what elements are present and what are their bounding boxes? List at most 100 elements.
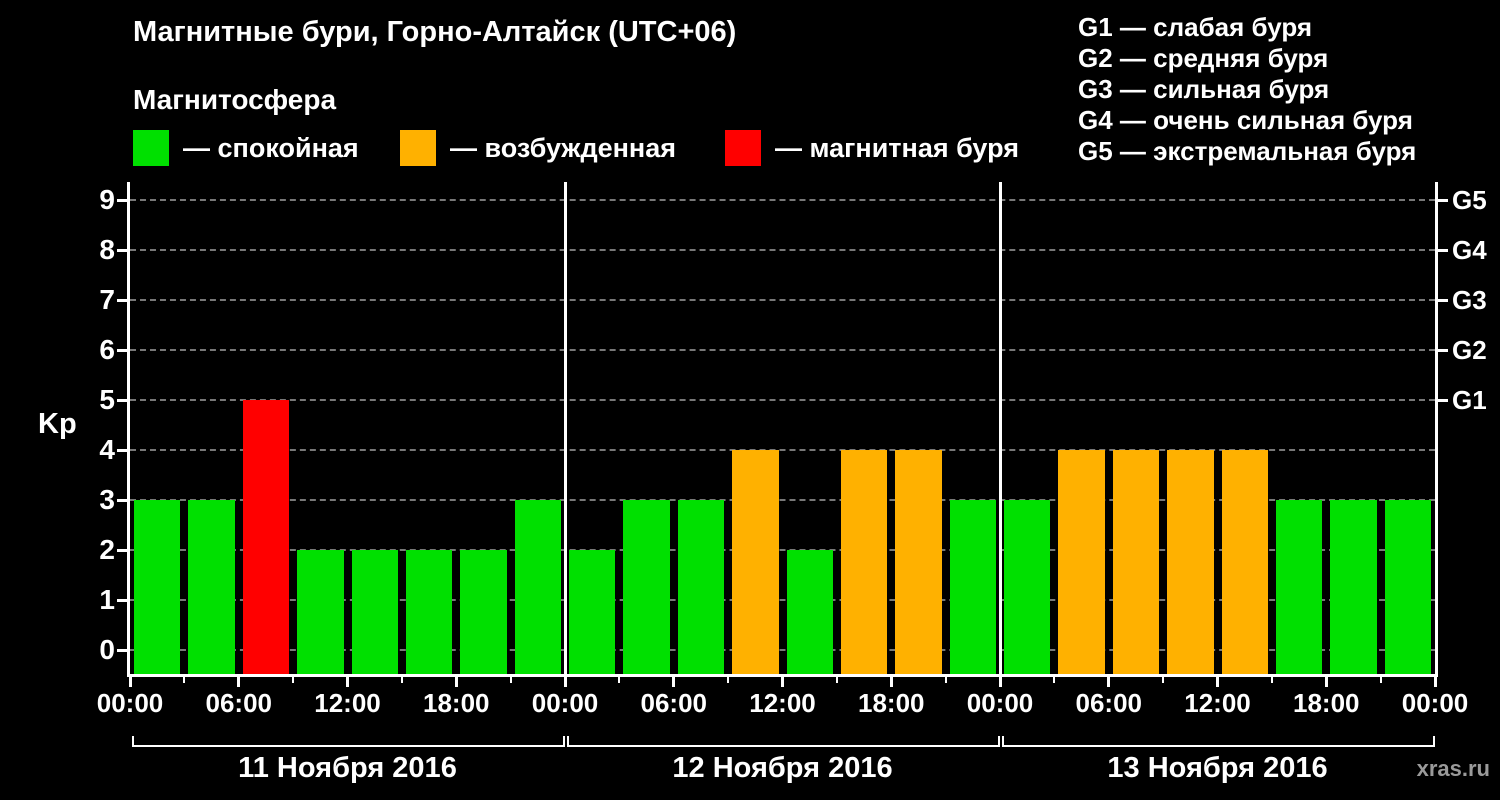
- y-tick: [117, 648, 127, 652]
- kp-bar: [1330, 500, 1377, 674]
- kp-bar: [460, 550, 507, 674]
- x-minor-tick: [1270, 677, 1273, 683]
- y-tick: [117, 298, 127, 302]
- x-minor-tick: [292, 677, 295, 683]
- x-tick: [237, 677, 241, 687]
- y-tick: [117, 498, 127, 502]
- y-tick-label: 6: [99, 334, 115, 365]
- kp-bar: [1384, 500, 1431, 674]
- g-tick: [1438, 298, 1448, 302]
- gridline: [130, 299, 1435, 301]
- x-tick: [1107, 677, 1111, 687]
- x-tick: [781, 677, 784, 687]
- y-tick-label: 8: [99, 234, 115, 265]
- x-minor-tick: [727, 677, 730, 683]
- kp-bar: [895, 450, 942, 674]
- legend-color-swatch: [400, 130, 436, 166]
- right-axis-line: [1435, 182, 1438, 677]
- g-legend-line: G4 — очень сильная буря: [1078, 105, 1413, 135]
- date-label: 12 Ноября 2016: [672, 752, 893, 784]
- x-tick-label: 18:00: [423, 688, 490, 718]
- kp-bar: [677, 500, 725, 674]
- g-tick-label: G5: [1452, 185, 1487, 215]
- gridline: [130, 249, 1435, 251]
- x-tick: [672, 677, 676, 687]
- gridline: [130, 349, 1435, 351]
- g-tick: [1438, 348, 1448, 352]
- kp-bar: [1112, 450, 1160, 674]
- x-tick: [998, 677, 1002, 687]
- gridline: [130, 199, 1435, 201]
- kp-bar: [1004, 500, 1051, 674]
- x-minor-tick: [509, 677, 512, 683]
- kp-bar: [297, 550, 344, 674]
- kp-bar: [1058, 450, 1105, 674]
- x-tick-label: 12:00: [1184, 688, 1251, 718]
- y-tick: [117, 248, 127, 252]
- x-tick-label: 00:00: [96, 688, 164, 718]
- date-bracket: [132, 736, 565, 747]
- x-tick-label: 00:00: [966, 688, 1034, 718]
- g-legend-line: G5 — экстремальная буря: [1078, 136, 1417, 166]
- kp-bar: [405, 550, 453, 674]
- kp-bar: [732, 450, 779, 674]
- y-tick-label: 9: [99, 184, 115, 215]
- gridline: [130, 649, 1435, 651]
- x-minor-tick: [618, 677, 621, 683]
- y-tick: [117, 548, 127, 552]
- x-minor-tick: [183, 677, 186, 683]
- gridline: [130, 399, 1435, 401]
- x-minor-tick: [944, 677, 947, 683]
- kp-bar: [949, 500, 996, 674]
- kp-bar: [840, 450, 888, 674]
- kp-bar: [623, 500, 670, 674]
- x-tick-label: 18:00: [858, 688, 925, 718]
- x-minor-tick: [1053, 677, 1056, 683]
- date-bracket: [1002, 736, 1435, 747]
- g-legend-line: G1 — слабая буря: [1078, 12, 1313, 42]
- x-tick-label: 12:00: [314, 688, 381, 718]
- x-minor-tick: [1162, 677, 1165, 683]
- y-tick-label: 3: [99, 484, 115, 515]
- legend-item: — возбужденная: [400, 129, 676, 167]
- kp-bar: [569, 550, 616, 674]
- y-axis-line: [127, 182, 130, 677]
- y-tick: [117, 598, 127, 602]
- g-tick: [1438, 198, 1448, 202]
- legend-color-swatch: [725, 130, 761, 166]
- kp-bar: [242, 400, 290, 674]
- legend-item-label: — возбужденная: [450, 132, 676, 163]
- y-tick-label: 2: [99, 534, 115, 565]
- legend-item: — спокойная: [133, 129, 359, 167]
- watermark: xras.ru: [1416, 756, 1490, 781]
- kp-bar: [351, 550, 398, 674]
- x-minor-tick: [400, 677, 403, 683]
- x-tick-label: 06:00: [1075, 688, 1143, 718]
- kp-bar: [1221, 450, 1268, 674]
- g-tick-label: G3: [1452, 285, 1487, 315]
- chart-title: Магнитные бури, Горно-Алтайск (UTC+06): [133, 16, 737, 48]
- g-tick-label: G1: [1452, 385, 1487, 415]
- legend-item-label: — спокойная: [183, 132, 359, 163]
- gridline: [130, 499, 1435, 501]
- x-minor-tick: [835, 677, 838, 683]
- legend-item: — магнитная буря: [725, 129, 1019, 167]
- g-tick: [1438, 248, 1448, 252]
- gridline: [130, 599, 1435, 601]
- date-label: 11 Ноября 2016: [238, 752, 457, 784]
- y-tick: [117, 348, 127, 352]
- g-legend-line: G3 — сильная буря: [1078, 74, 1330, 104]
- x-tick: [563, 677, 567, 687]
- kp-bar: [786, 550, 833, 674]
- x-tick-label: 12:00: [749, 688, 816, 718]
- g-tick-label: G2: [1452, 335, 1487, 365]
- g-tick: [1438, 398, 1448, 402]
- date-bracket: [567, 736, 1000, 747]
- x-tick: [1433, 677, 1437, 687]
- x-tick: [346, 677, 349, 687]
- y-tick-label: 1: [99, 584, 115, 615]
- y-tick: [117, 398, 127, 402]
- x-tick: [128, 677, 132, 687]
- legend-color-swatch: [133, 130, 169, 166]
- day-separator: [998, 182, 1002, 674]
